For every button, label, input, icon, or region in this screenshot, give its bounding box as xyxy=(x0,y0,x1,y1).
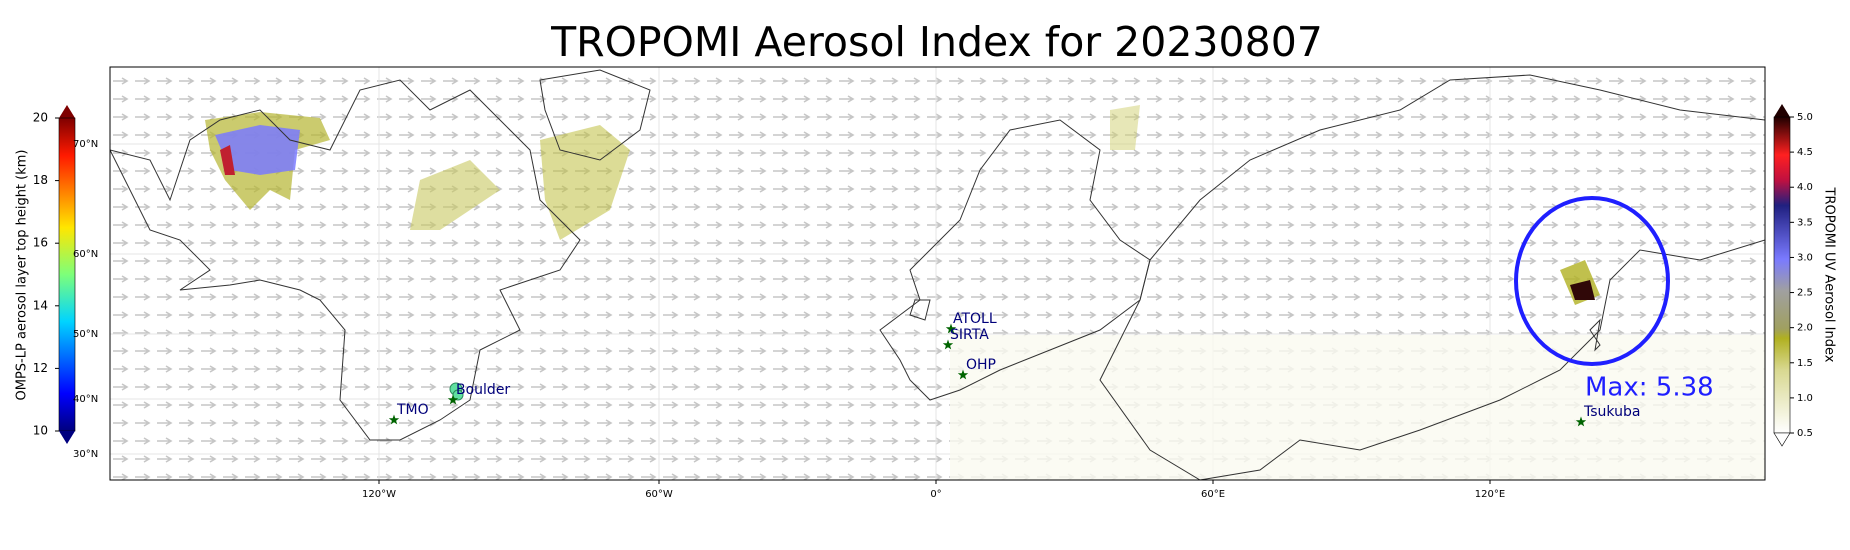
coastlines xyxy=(110,69,1765,480)
left-cbar-tick-label: 10 xyxy=(33,424,48,438)
left-colorbar-label: OMPS-LP aerosol layer top height (km) xyxy=(15,150,30,401)
lat-label: 40°N xyxy=(73,394,98,405)
map-frame xyxy=(109,66,1766,481)
right-cbar-tick-label: 4.0 xyxy=(1797,182,1813,193)
right-cbar-tick-label: 5.0 xyxy=(1797,112,1813,123)
right-cbar-tick-label: 1.5 xyxy=(1797,358,1813,369)
left-cbar-tick-label: 18 xyxy=(33,173,48,187)
cbar-right-top xyxy=(1774,104,1790,117)
cbar-left-bottom xyxy=(59,431,75,444)
right-cbar-tick-label: 3.0 xyxy=(1797,252,1813,263)
station-marker xyxy=(945,323,957,334)
lon-label: 120°E xyxy=(1475,489,1505,500)
right-cbar-tick-label: 2.0 xyxy=(1797,323,1813,334)
right-cbar-tick-label: 1.0 xyxy=(1797,393,1813,404)
station-marker xyxy=(1575,416,1587,427)
station-marker xyxy=(957,369,969,380)
station-label: TMO xyxy=(396,402,429,418)
lat-label: 50°N xyxy=(73,329,98,340)
map-area xyxy=(110,67,1765,480)
left-cbar-tick-label: 12 xyxy=(33,361,48,375)
lon-label: 0° xyxy=(930,489,941,500)
lon-label: 120°W xyxy=(362,489,396,500)
colorbar-left xyxy=(58,117,76,432)
station-label: ATOLL xyxy=(953,311,997,327)
colorbar-right xyxy=(1773,116,1791,434)
right-cbar-tick-label: 4.5 xyxy=(1797,147,1813,158)
lat-label: 70°N xyxy=(73,139,98,150)
station-label: Boulder xyxy=(456,382,510,398)
right-cbar-tick-label: 2.5 xyxy=(1797,288,1813,299)
max-annotation: Max: 5.38 xyxy=(1585,373,1714,403)
lat-label: 30°N xyxy=(73,449,98,460)
lon-label: 60°E xyxy=(1201,489,1225,500)
left-cbar-tick-label: 20 xyxy=(33,111,48,125)
lat-label: 60°N xyxy=(73,249,98,260)
cbar-left-top xyxy=(59,105,75,118)
aerosol-plumes xyxy=(205,105,1600,305)
station-marker xyxy=(388,414,400,425)
station-label: SIRTA xyxy=(950,327,989,343)
left-cbar-tick-label: 14 xyxy=(33,298,48,312)
station-label: OHP xyxy=(966,357,996,373)
left-cbar-tick-label: 16 xyxy=(33,236,48,250)
cbar-right-bottom xyxy=(1773,432,1791,447)
station-marker xyxy=(447,394,459,405)
right-colorbar-label: TROPOMI UV Aerosol Index xyxy=(1822,187,1837,363)
max-circle xyxy=(1514,196,1670,366)
lon-label: 60°W xyxy=(645,489,673,500)
right-cbar-tick-label: 0.5 xyxy=(1797,428,1813,439)
right-cbar-tick-label: 3.5 xyxy=(1797,217,1813,228)
station-label: Tsukuba xyxy=(1583,404,1640,420)
station-marker xyxy=(942,339,954,350)
map-title: TROPOMI Aerosol Index for 20230807 xyxy=(550,18,1323,66)
